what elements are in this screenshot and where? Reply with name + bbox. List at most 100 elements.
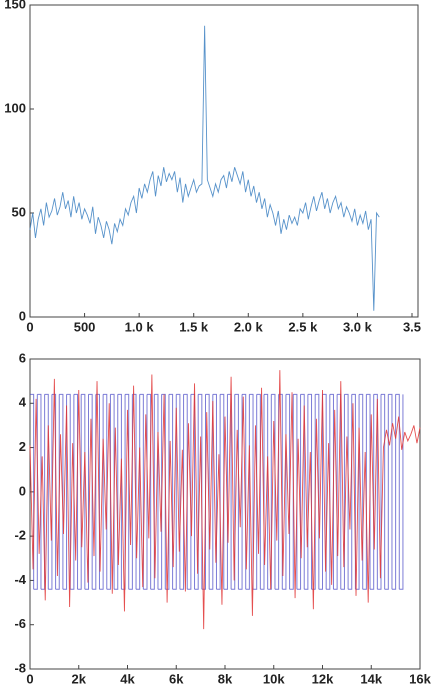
step-segment — [264, 393, 269, 590]
y-tick-label: 150 — [4, 0, 26, 11]
step-segment — [220, 393, 225, 590]
x-tick-label: 12k — [312, 671, 334, 686]
step-segment — [103, 393, 108, 590]
x-tick-label: 0 — [26, 319, 33, 334]
y-tick-label: -6 — [14, 616, 26, 631]
x-tick-label: 3.0 k — [343, 319, 373, 334]
step-segment — [381, 393, 386, 590]
step-segment — [139, 393, 144, 590]
step-segment — [150, 394, 155, 590]
x-tick-label: 2k — [72, 671, 87, 686]
step-segment — [209, 394, 214, 590]
step-segment — [223, 394, 228, 590]
step-segment — [399, 394, 404, 590]
step-segment — [329, 393, 334, 590]
step-segment — [304, 394, 309, 590]
step-segment — [384, 394, 389, 590]
step-segment — [84, 394, 89, 590]
step-segment — [351, 393, 356, 590]
x-tick-label: 1.5 k — [179, 319, 209, 334]
step-segment — [260, 394, 265, 590]
step-segment — [55, 394, 60, 590]
step-segment — [37, 393, 42, 590]
x-tick-label: 500 — [74, 319, 96, 334]
step-segment — [110, 393, 115, 590]
x-tick-label: 6k — [169, 671, 184, 686]
step-segment — [48, 394, 53, 590]
x-tick-label: 2.0 k — [234, 319, 264, 334]
x-tick-label: 10k — [263, 671, 285, 686]
y-tick-label: -8 — [14, 660, 26, 675]
x-tick-label: 0 — [26, 671, 33, 686]
step-segment — [340, 394, 345, 590]
step-segment — [322, 393, 327, 590]
step-segment — [70, 394, 75, 590]
step-segment — [296, 394, 302, 590]
step-segment — [172, 394, 177, 590]
step-segment — [256, 393, 261, 590]
x-tick-label: 4k — [120, 671, 135, 686]
step-segment — [161, 393, 166, 590]
step-segment — [212, 393, 217, 590]
step-segment — [395, 393, 400, 590]
step-segment — [179, 394, 185, 590]
step-segment — [234, 393, 239, 590]
step-segment — [271, 393, 276, 590]
step-segment — [282, 394, 287, 590]
step-segment — [355, 394, 360, 590]
plot-frame — [29, 4, 419, 318]
step-segment — [344, 393, 349, 590]
y-tick-label: -2 — [14, 528, 26, 543]
step-segment — [249, 393, 254, 590]
y-tick-label: 0 — [19, 308, 26, 323]
x-tick-label: 3.5 — [403, 319, 421, 334]
step-segment — [194, 394, 199, 590]
step-segment — [333, 394, 338, 590]
x-tick-label: 2.5 k — [288, 319, 318, 334]
step-segment — [388, 393, 393, 590]
step-segment — [99, 394, 104, 590]
step-segment — [73, 393, 79, 590]
y-tick-label: 50 — [12, 204, 26, 219]
step-segment — [66, 393, 71, 590]
step-segment — [377, 394, 382, 590]
step-segment — [88, 393, 93, 590]
step-segment — [216, 394, 221, 590]
step-segment — [157, 394, 163, 590]
x-tick-label: 14k — [360, 671, 382, 686]
step-segment — [183, 393, 188, 590]
step-segment — [370, 394, 375, 590]
x-tick-label: 16k — [409, 671, 431, 686]
step-segment — [326, 394, 331, 590]
y-tick-label: 4 — [19, 395, 27, 410]
step-segment — [77, 394, 82, 590]
step-segment — [114, 394, 119, 590]
data-line — [29, 25, 380, 311]
step-segment — [366, 393, 371, 590]
x-tick-label: 1.0 k — [125, 319, 155, 334]
step-segment — [300, 393, 305, 590]
step-segment — [62, 394, 68, 590]
y-tick-label: -4 — [14, 572, 26, 587]
step-segment — [147, 393, 152, 590]
step-segment — [44, 393, 49, 590]
step-segment — [136, 394, 141, 590]
step-segment — [81, 393, 86, 590]
step-segment — [51, 393, 57, 590]
step-segment — [231, 394, 236, 590]
data-line — [29, 370, 421, 630]
y-tick-label: 6 — [19, 350, 26, 365]
step-segment — [391, 394, 397, 590]
step-segment — [318, 394, 323, 590]
step-segment — [154, 393, 159, 590]
step-segment — [117, 393, 122, 590]
x-tick-label: 8k — [218, 671, 233, 686]
step-segment — [187, 394, 192, 590]
y-tick-label: 100 — [4, 100, 26, 115]
step-segment — [373, 393, 378, 590]
y-tick-label: 2 — [19, 439, 26, 454]
step-segment — [362, 394, 367, 590]
step-segment — [267, 394, 272, 590]
y-tick-label: 0 — [19, 483, 26, 498]
